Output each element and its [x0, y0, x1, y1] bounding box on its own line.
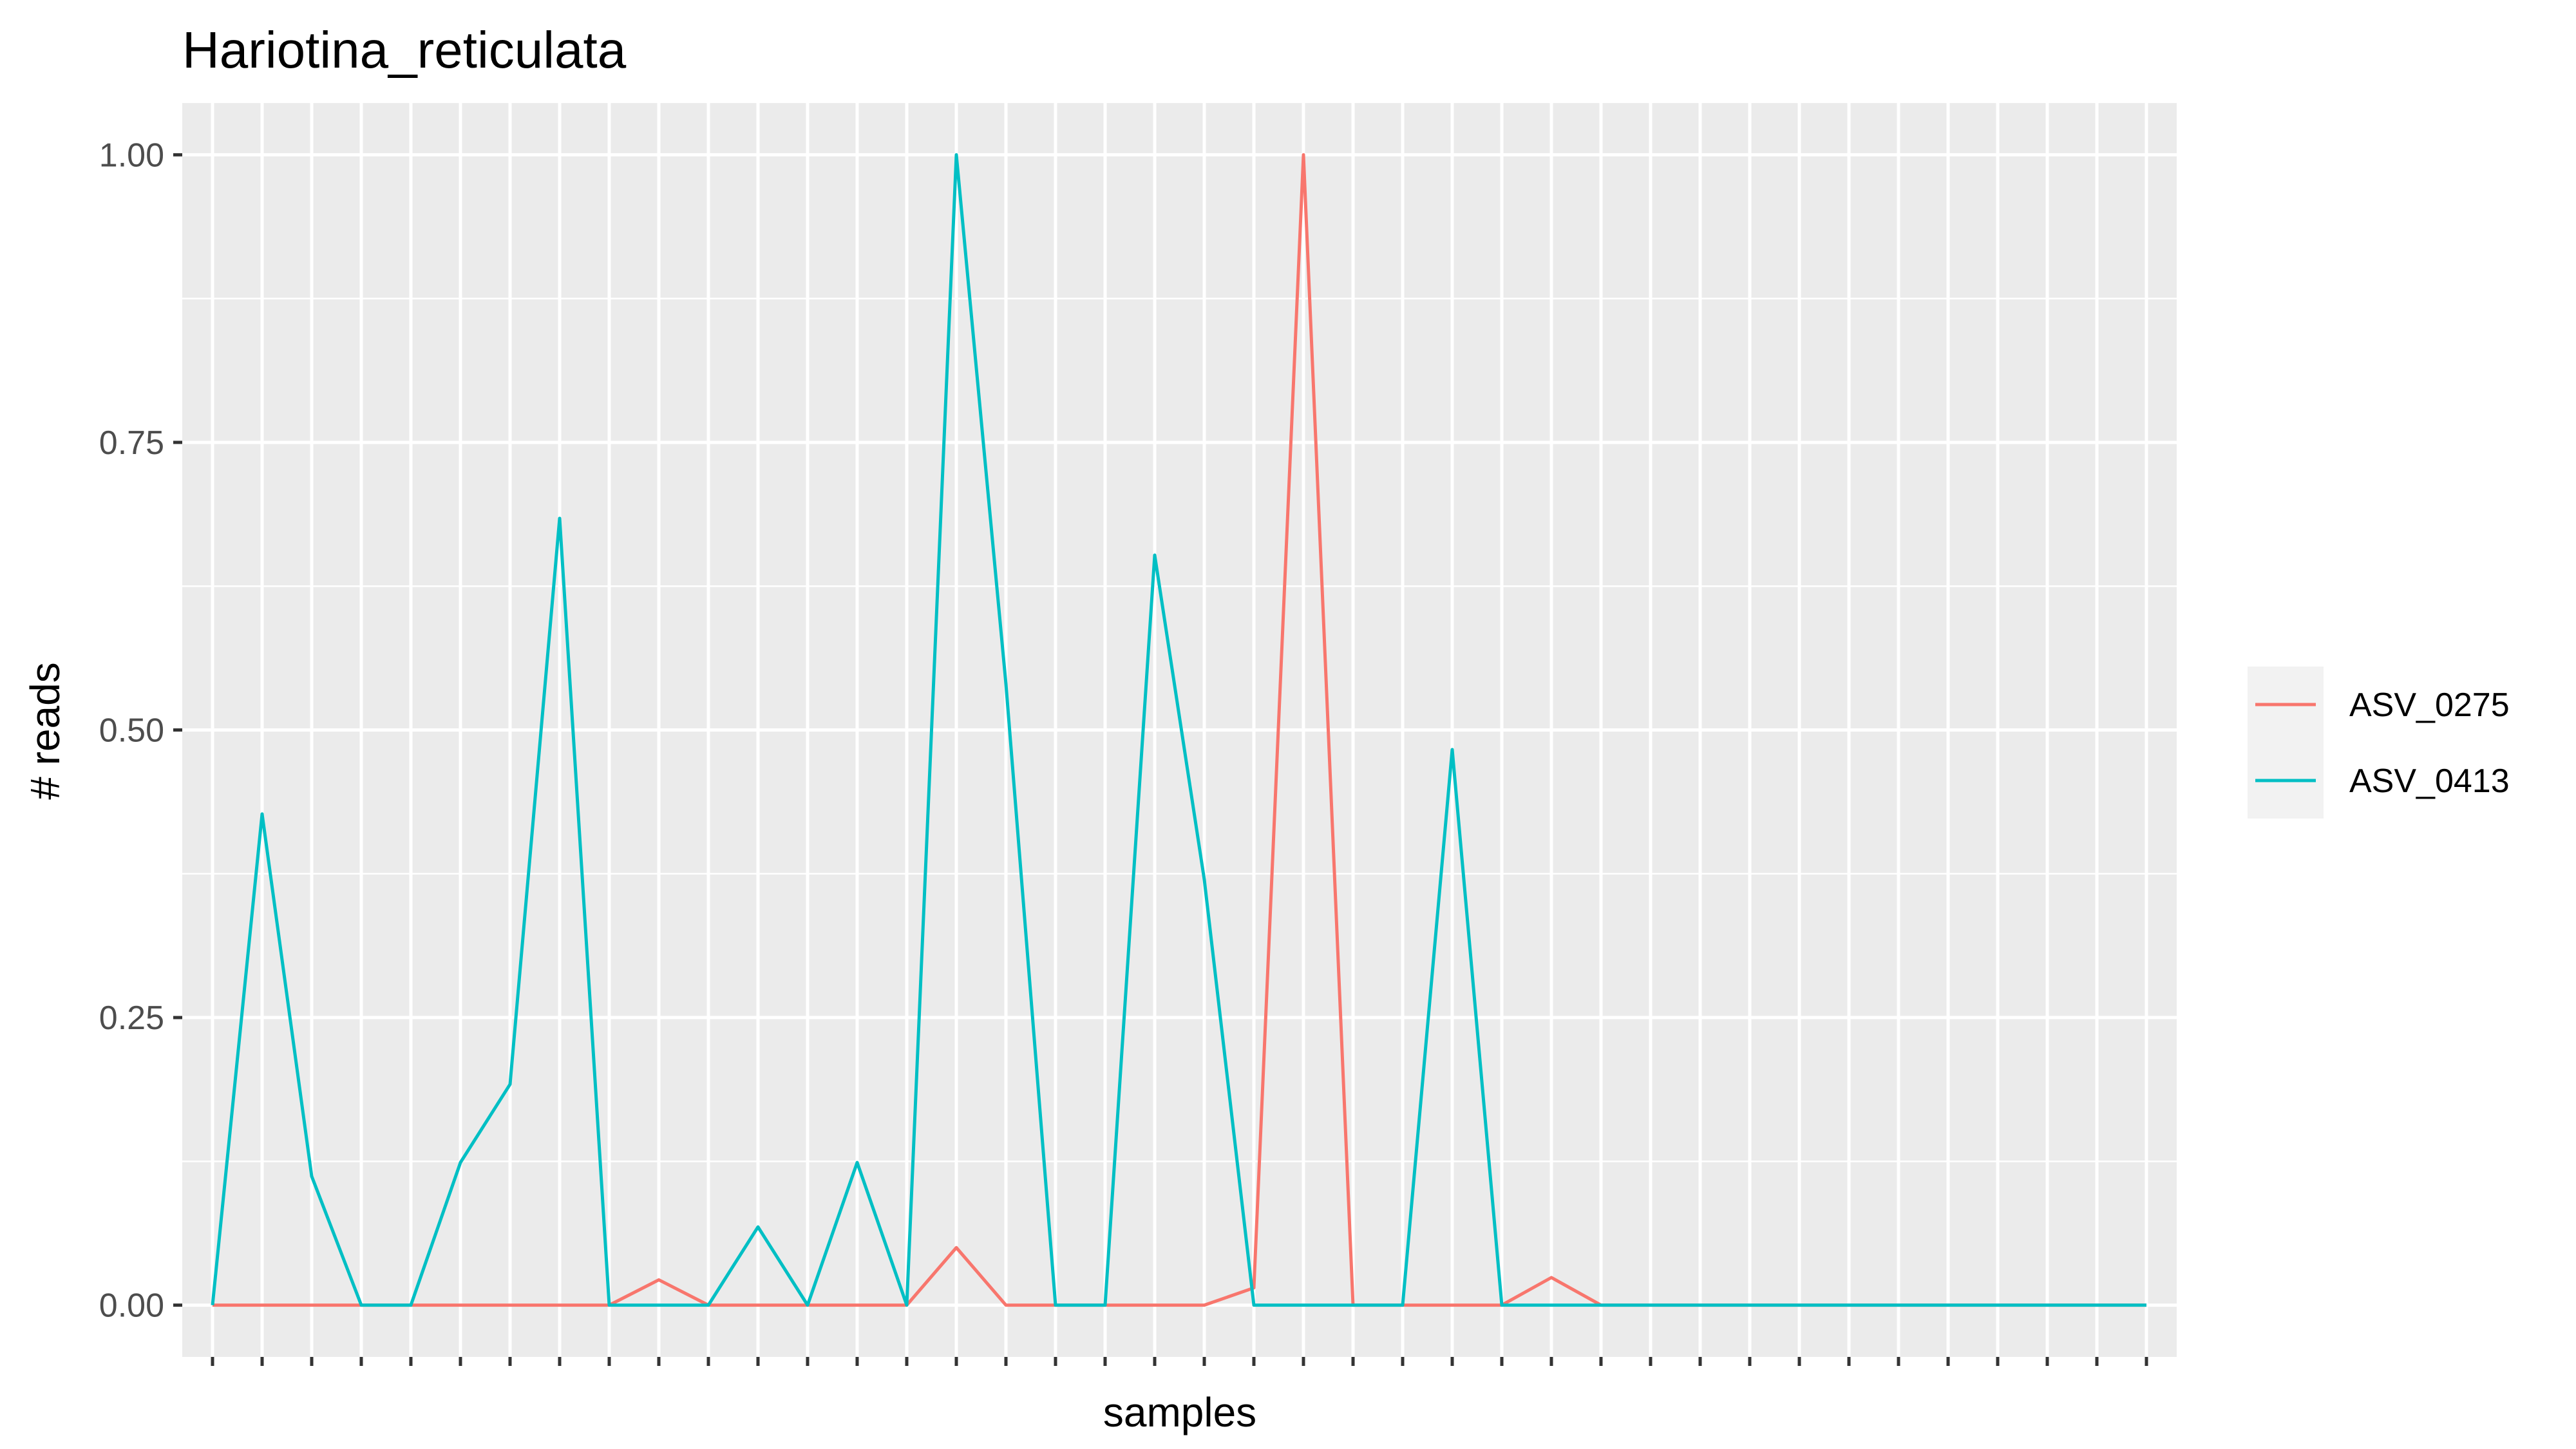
axis-ticks: 0.00 0.25 0.50 0.75 1.00	[99, 137, 2148, 1366]
data-series	[211, 153, 2146, 1307]
legend: ASV_0275 ASV_0413	[2248, 667, 2510, 819]
chart-title: Hariotina_reticulata	[182, 21, 627, 79]
y-tick-label: 0.00	[99, 1287, 164, 1325]
y-axis-title: # reads	[22, 662, 68, 799]
series-line-asv-0413	[211, 153, 2146, 1307]
y-tick-label: 0.75	[99, 424, 164, 462]
grid-lines	[182, 103, 2177, 1357]
legend-label-asv-0413: ASV_0413	[2349, 762, 2510, 800]
y-tick-label: 0.50	[99, 712, 164, 750]
y-tick-label: 1.00	[99, 137, 164, 174]
legend-label-asv-0275: ASV_0275	[2349, 687, 2510, 724]
x-axis-title: samples	[1103, 1389, 1256, 1435]
y-tick-label: 0.25	[99, 999, 164, 1037]
